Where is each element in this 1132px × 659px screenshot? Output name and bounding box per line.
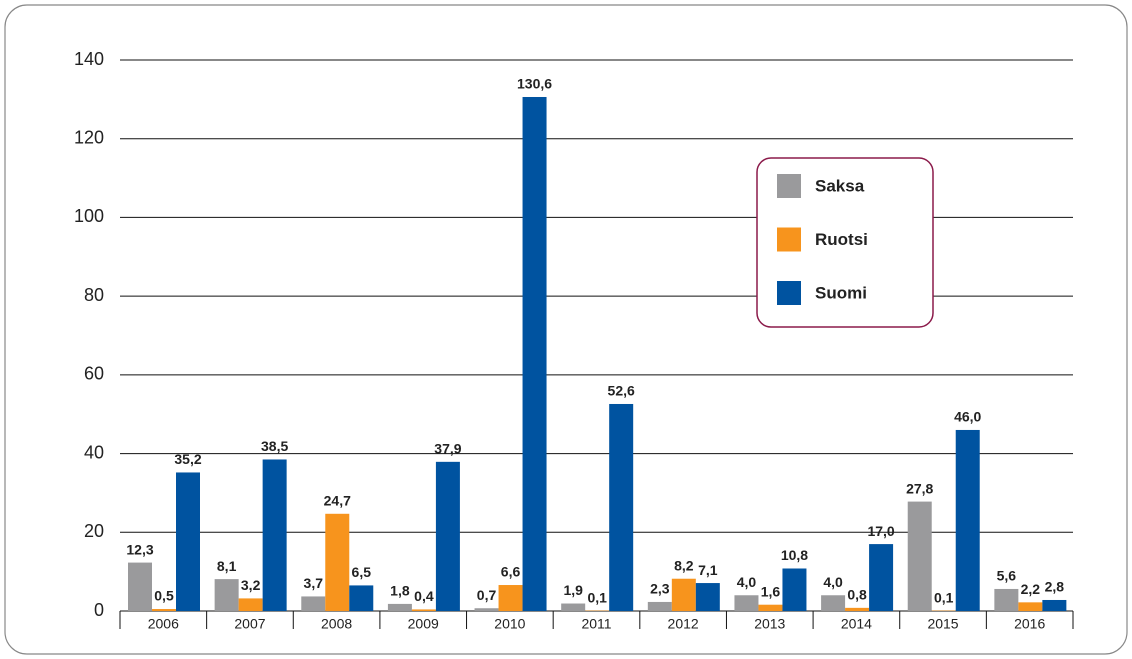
data-label: 4,0	[737, 574, 757, 590]
data-label: 7,1	[698, 562, 718, 578]
y-tick-label: 40	[84, 442, 104, 462]
data-label: 46,0	[954, 409, 981, 425]
bar	[869, 544, 894, 611]
bar	[349, 585, 374, 611]
data-label: 0,5	[154, 588, 174, 604]
data-label: 3,2	[241, 577, 261, 593]
data-label: 17,0	[867, 523, 894, 539]
x-tick-label: 2010	[494, 616, 525, 632]
bar	[994, 588, 1019, 611]
bar	[474, 608, 499, 611]
bar	[609, 403, 634, 611]
data-label: 1,8	[390, 583, 410, 599]
data-label: 2,2	[1021, 581, 1041, 597]
bar	[782, 568, 807, 611]
legend-label: Saksa	[815, 176, 865, 195]
x-tick-label: 2016	[1014, 616, 1045, 632]
bar	[561, 603, 586, 611]
y-tick-label: 60	[84, 364, 104, 384]
bar	[387, 603, 412, 611]
bar	[821, 595, 846, 611]
data-label: 0,4	[414, 588, 434, 604]
data-label: 4,0	[823, 574, 843, 590]
bar	[176, 472, 200, 611]
data-label: 37,9	[434, 441, 461, 457]
data-label: 1,9	[563, 582, 583, 598]
data-label: 8,2	[674, 557, 694, 573]
bar	[1018, 602, 1043, 611]
y-tick-label: 0	[94, 600, 104, 620]
data-label: 52,6	[608, 383, 635, 399]
legend-swatch	[777, 281, 801, 305]
data-label: 2,3	[650, 581, 670, 597]
y-tick-label: 20	[84, 521, 104, 541]
y-tick-label: 120	[74, 127, 104, 147]
data-label: 5,6	[997, 568, 1017, 584]
data-label: 0,7	[477, 587, 497, 603]
legend-label: Ruotsi	[815, 230, 868, 249]
bar	[238, 598, 263, 611]
data-label: 0,8	[847, 587, 867, 603]
bar	[734, 595, 759, 611]
bar	[435, 461, 460, 611]
data-label: 35,2	[174, 451, 201, 467]
legend-label: Suomi	[815, 283, 867, 302]
bar	[907, 501, 932, 611]
bar	[955, 429, 980, 611]
x-tick-label: 2014	[841, 616, 872, 632]
y-tick-label: 100	[74, 206, 104, 226]
data-label: 10,8	[781, 547, 808, 563]
x-tick-label: 2011	[581, 616, 611, 632]
bar	[1042, 599, 1067, 611]
bar	[325, 513, 350, 611]
data-label: 0,1	[587, 589, 607, 605]
data-label: 6,6	[501, 564, 521, 580]
data-label: 1,6	[761, 583, 781, 599]
bar	[758, 604, 783, 611]
bar	[411, 609, 436, 611]
data-label: 130,6	[517, 76, 552, 92]
bar	[845, 607, 870, 611]
data-label: 6,5	[352, 564, 372, 580]
data-label: 0,1	[934, 589, 954, 605]
y-tick-label: 80	[84, 285, 104, 305]
data-label: 8,1	[217, 558, 237, 574]
bar	[128, 562, 152, 611]
legend-swatch	[777, 227, 801, 252]
legend-swatch	[777, 174, 801, 198]
bar	[522, 96, 547, 611]
x-tick-label: 2015	[927, 616, 958, 632]
x-tick-label: 2012	[668, 616, 699, 632]
bar	[301, 596, 326, 611]
y-tick-label: 140	[74, 49, 104, 69]
data-label: 24,7	[324, 492, 351, 508]
x-tick-label: 2007	[234, 616, 265, 632]
x-tick-label: 2008	[321, 616, 352, 632]
data-label: 12,3	[126, 541, 153, 557]
data-label: 3,7	[304, 575, 324, 591]
data-label: 2,8	[1045, 579, 1065, 595]
x-tick-label: 2006	[148, 616, 179, 632]
x-tick-label: 2013	[754, 616, 785, 632]
bar	[647, 601, 672, 611]
bar	[214, 579, 239, 611]
bar	[695, 583, 720, 611]
bar	[152, 609, 176, 611]
x-tick-label: 2009	[408, 616, 439, 632]
bar	[262, 459, 287, 611]
bar	[671, 578, 696, 611]
bar	[498, 585, 523, 611]
data-label: 38,5	[261, 438, 288, 454]
data-label: 27,8	[906, 480, 933, 496]
